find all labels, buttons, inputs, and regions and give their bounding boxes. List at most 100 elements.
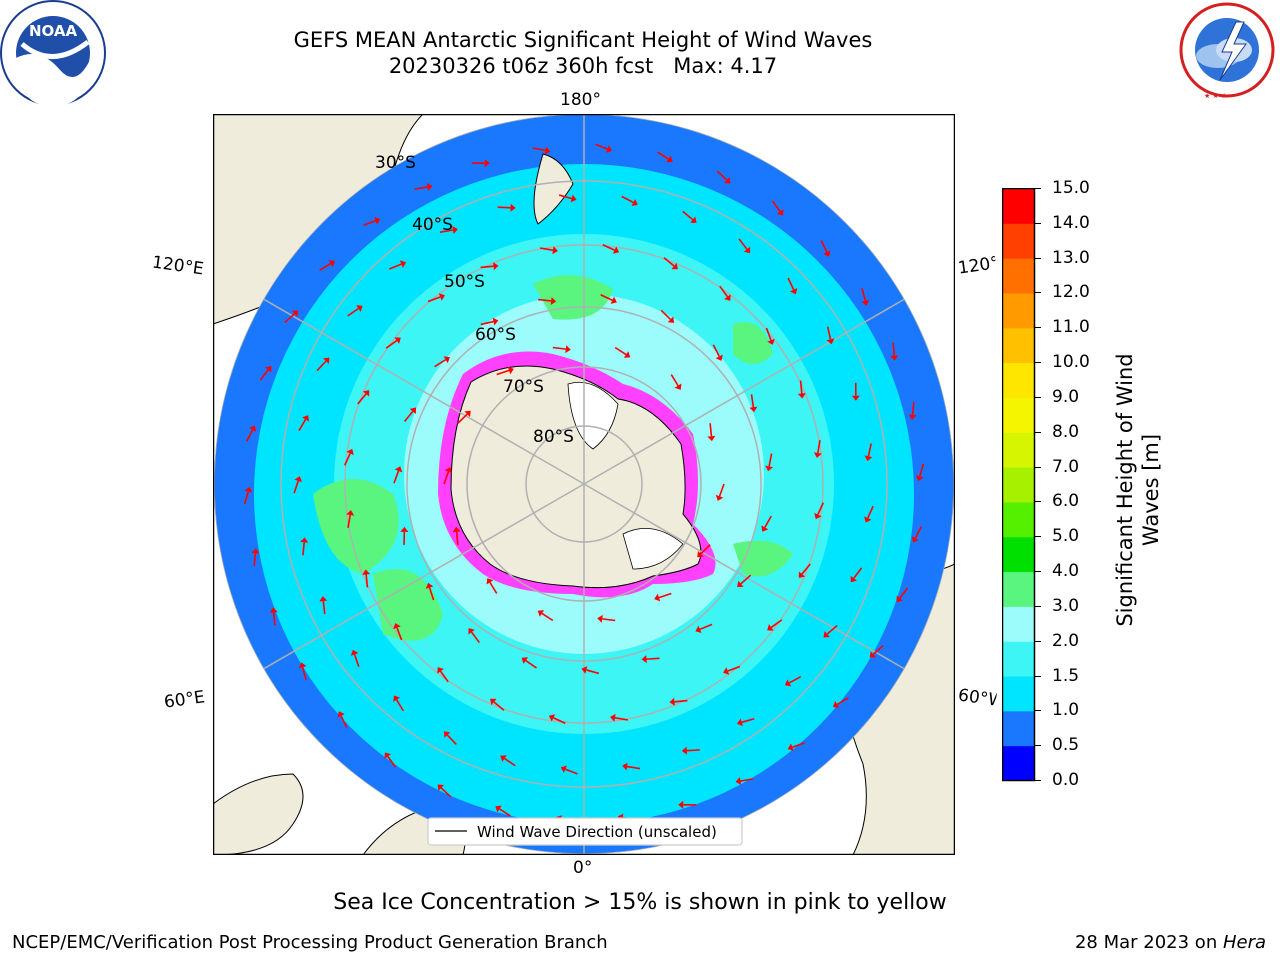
wave-arrow-head — [399, 260, 407, 268]
wave-arrow-head — [249, 425, 257, 432]
wave-arrow-head — [908, 414, 917, 420]
noaa-logo: NOAA — [0, 0, 106, 106]
map-legend-label: Wind Wave Direction (unscaled) — [477, 823, 717, 841]
wave-arrow-head — [337, 711, 345, 718]
wave-arrow-shaft — [353, 654, 360, 667]
wave-arrow-head — [544, 146, 551, 155]
wave-arrow-head — [707, 435, 716, 442]
wave-arrow-shaft — [532, 147, 546, 152]
wave-arrow-head — [869, 651, 877, 658]
colorbar — [1002, 188, 1036, 782]
footer-credit: NCEP/EMC/Verification Post Processing Pr… — [12, 932, 608, 953]
lon-label-120w: 120°W — [956, 253, 998, 279]
wave-arrow-shaft — [259, 369, 269, 381]
wave-arrow-shaft — [440, 787, 452, 798]
wave-arrow-head — [832, 701, 840, 708]
wave-arrow-head — [850, 575, 858, 583]
wave-arrow-shaft — [602, 244, 615, 251]
colorbar-segment — [1002, 188, 1035, 224]
colorbar-tick-label: 14.0 — [1052, 212, 1090, 233]
wave-arrow-shaft — [540, 247, 554, 251]
wave-arrow-shaft — [504, 757, 516, 767]
wave-arrow-head — [767, 338, 775, 345]
colorbar-label: Significant Height of Wind Waves [m] — [1113, 353, 1163, 627]
wave-arrow-shaft — [245, 429, 254, 442]
wave-arrow-shaft — [663, 257, 675, 267]
colorbar-tick-label: 15.0 — [1052, 178, 1090, 198]
wave-arrow-shaft — [670, 374, 679, 387]
wave-arrow-shaft — [801, 563, 811, 575]
colorbar-tick-mark — [1035, 640, 1041, 642]
wave-arrow-head — [328, 260, 336, 267]
wave-arrow-shaft — [600, 293, 613, 301]
colorbar-segment — [1002, 606, 1035, 642]
wave-arrow-shaft — [414, 186, 428, 190]
wave-arrow-head — [464, 410, 471, 418]
wave-arrow-shaft — [298, 419, 307, 432]
colorbar-tick-mark — [1035, 188, 1041, 189]
footer-date-text: 28 Mar 2023 on — [1074, 932, 1223, 953]
wave-arrow-shaft — [387, 756, 397, 768]
wave-arrow-shaft — [480, 265, 494, 269]
colorbar-segment — [1002, 223, 1035, 259]
wave-arrow-shaft — [738, 238, 748, 250]
wave-arrow-head — [896, 595, 903, 603]
colorbar-segment — [1002, 745, 1035, 781]
colorbar-segment — [1002, 327, 1035, 364]
wave-arrow-head — [864, 516, 872, 523]
wave-arrow-head — [384, 752, 392, 759]
wave-arrow-head — [697, 550, 704, 558]
wave-arrow-shaft — [363, 219, 376, 227]
wave-arrow-head — [486, 578, 494, 585]
wave-arrow-shaft — [867, 505, 874, 519]
colorbar-segment — [1002, 432, 1035, 468]
wave-arrow-shaft — [253, 553, 257, 567]
map-panel: 30°S 40°S 50°S 60°S 70°S 80°S Wind Wave … — [213, 114, 955, 855]
map-legend — [427, 817, 743, 846]
wave-arrow-head — [724, 177, 731, 184]
wave-arrow-head — [723, 667, 730, 675]
colorbar-tick-mark — [1035, 362, 1041, 364]
colorbar-tick-label: 4.0 — [1052, 561, 1080, 582]
lat-label-60s: 60°S — [475, 325, 516, 345]
lon-label-120e: 120°E — [150, 252, 205, 280]
colorbar-segment — [1002, 641, 1035, 677]
wave-arrow-head — [537, 610, 545, 617]
wave-arrow-shaft — [272, 612, 276, 626]
wave-arrow-shaft — [899, 587, 909, 599]
colorbar-tick-label: 1.0 — [1052, 700, 1080, 721]
wave-arrow-shaft — [347, 307, 359, 317]
svg-text:★ ★ ★: ★ ★ ★ — [1204, 92, 1227, 100]
wave-arrow-shaft — [770, 619, 783, 629]
wave-arrow-shaft — [457, 413, 468, 424]
wave-arrow-shaft — [861, 288, 867, 301]
wave-arrow-head — [654, 593, 661, 602]
chart-title-line1: GEFS MEAN Antarctic Significant Height o… — [293, 28, 873, 52]
wave-arrow-shaft — [740, 778, 754, 782]
wave-arrow-shaft — [385, 339, 398, 349]
wave-arrow-head — [666, 155, 673, 163]
wave-arrow-shaft — [792, 741, 805, 749]
colorbar-tick-mark — [1035, 536, 1041, 538]
wave-arrow-shaft — [552, 346, 566, 350]
wave-arrow-head — [797, 393, 806, 399]
wave-arrow-shaft — [316, 360, 327, 372]
wave-arrow-head — [374, 216, 381, 225]
wave-arrow-head — [565, 345, 571, 354]
wave-arrow-shaft — [787, 277, 795, 291]
wave-arrow-head — [890, 355, 899, 361]
lat-label-80s: 80°S — [533, 427, 574, 447]
wave-arrow-head — [244, 486, 253, 493]
wave-arrow-head — [394, 337, 401, 344]
wave-arrow-shaft — [768, 453, 773, 467]
colorbar-tick-mark — [1035, 396, 1041, 398]
colorbar-tick-label: 0.5 — [1052, 735, 1080, 756]
wave-arrow-head — [437, 667, 444, 674]
wave-arrow-shaft — [301, 667, 307, 680]
wave-arrow-head — [438, 293, 445, 301]
lat-label-30s: 30°S — [375, 153, 416, 173]
wave-arrow-shaft — [674, 699, 688, 703]
wave-arrow-head — [409, 407, 416, 414]
wave-arrow-head — [495, 805, 502, 813]
wave-arrow-shaft — [918, 463, 925, 477]
